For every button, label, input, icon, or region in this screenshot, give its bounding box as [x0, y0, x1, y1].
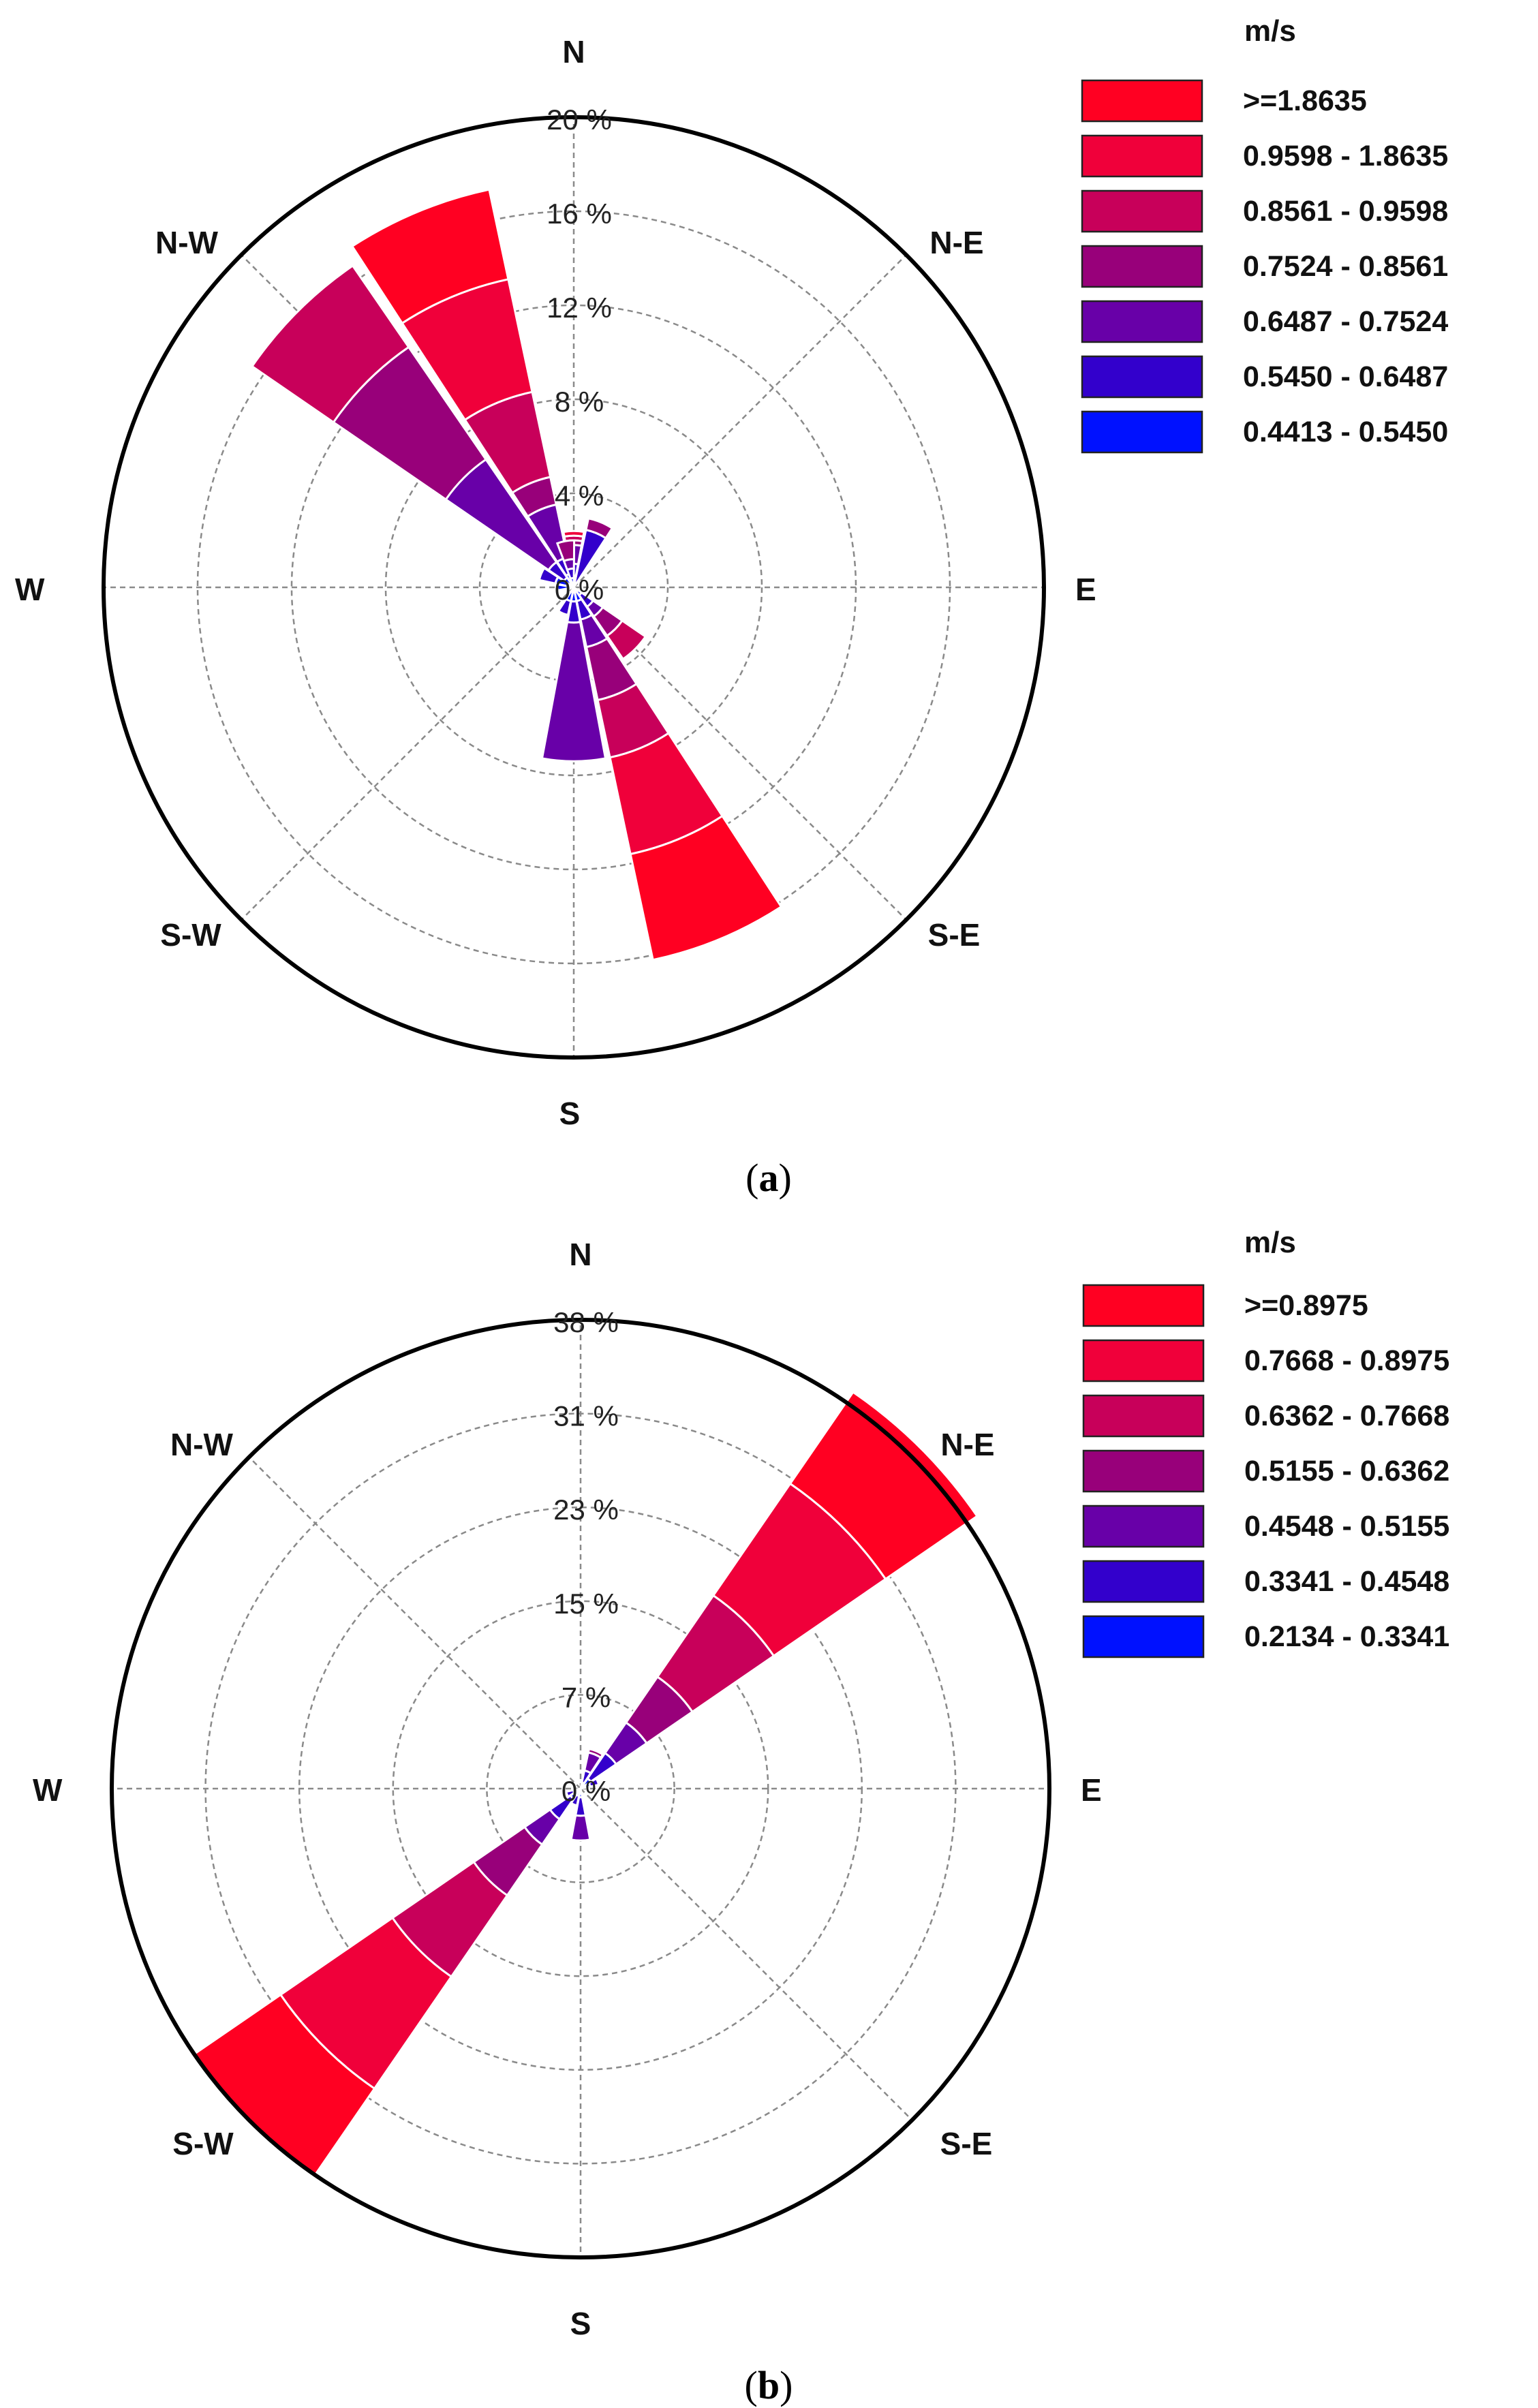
legend-swatch: [1081, 300, 1203, 343]
wedge-segment: [555, 539, 576, 563]
ring-label: 7 %: [562, 1681, 611, 1713]
legend-label: 0.7668 - 0.8975: [1244, 1344, 1449, 1377]
legend-swatch: [1081, 189, 1203, 233]
direction-labels-b: N N-E E S-E S S-W W N-W: [33, 1237, 1102, 2341]
dir-label-s: S: [559, 1096, 581, 1131]
dir-label-n: N: [562, 34, 585, 70]
wind-rose-b: 0 % 7 % 15 % 23 % 31 % 38 % N N-E E S-E S S-W…: [33, 1226, 1449, 2407]
ring-label: 0 %: [562, 1775, 611, 1807]
dir-label-e: E: [1081, 1772, 1102, 1808]
wedge-segment: [587, 1747, 604, 1759]
legend-swatch: [1082, 1394, 1205, 1438]
outer-circle-a: [102, 115, 1046, 1060]
grid-spoke: [580, 1788, 913, 2121]
dir-label-nw: N-W: [170, 1427, 234, 1462]
wedges-b: [192, 1391, 979, 2177]
ring-labels-b: 0 % 7 % 15 % 23 % 31 % 38 %: [553, 1306, 619, 1807]
legend-swatch: [1081, 245, 1203, 288]
legend-label: 0.4413 - 0.5450: [1243, 416, 1448, 448]
grid-ring: [392, 1600, 769, 1977]
wedge-segment: [250, 264, 410, 424]
grid-spoke: [573, 254, 907, 588]
legend-label: 0.4548 - 0.5155: [1244, 1510, 1449, 1543]
legend-label: 0.9598 - 1.8635: [1243, 140, 1448, 172]
wedge-segment: [564, 1789, 576, 1798]
wind-rose-a: 0 % 4 % 8 % 12 % 16 % 20 % N N-E E S-E S S-W …: [15, 14, 1448, 1200]
outer-circle-b: [110, 1318, 1051, 2259]
legend-swatch: [1082, 1615, 1205, 1658]
dir-label-se: S-E: [940, 2126, 993, 2161]
legend-label: 0.8561 - 0.9598: [1243, 195, 1448, 228]
dir-label-sw: S-W: [172, 2126, 234, 2161]
ring-label: 23 %: [553, 1494, 619, 1526]
legend-swatch: [1082, 1339, 1205, 1383]
legend-label: 0.2134 - 0.3341: [1244, 1620, 1449, 1653]
dir-label-w: W: [33, 1772, 63, 1808]
wedge-segment: [585, 517, 614, 540]
wedges-a: [250, 188, 783, 961]
direction-labels-a: N N-E E S-E S S-W W N-W: [15, 34, 1096, 1131]
panel-caption-b: (b): [745, 2363, 793, 2407]
dir-label-n: N: [569, 1237, 591, 1272]
legend-label: 0.5450 - 0.6487: [1243, 360, 1448, 393]
legend-swatch: [1082, 1284, 1205, 1327]
legend-swatch: [1082, 1560, 1205, 1603]
dir-label-s: S: [570, 2306, 591, 2341]
grid-spoke: [241, 587, 574, 921]
dir-label-ne: N-E: [940, 1427, 994, 1462]
dir-label-sw: S-W: [160, 917, 221, 953]
ring-label: 12 %: [547, 292, 612, 324]
wedge-segment: [540, 621, 607, 762]
legend-swatch: [1081, 79, 1203, 123]
legend-swatch: [1081, 134, 1203, 178]
dir-label-nw: N-W: [155, 225, 219, 260]
ring-label: 16 %: [547, 198, 612, 230]
wedge-segment: [605, 619, 647, 661]
dir-label-se: S-E: [928, 917, 981, 953]
grid-spoke: [248, 1456, 581, 1789]
ring-label: 20 %: [547, 104, 612, 136]
ring-label: 4 %: [555, 480, 604, 512]
ring-label: 8 %: [555, 386, 604, 418]
legend-label: 0.5155 - 0.6362: [1244, 1455, 1449, 1487]
dir-label-e: E: [1075, 572, 1096, 607]
legend-swatch: [1082, 1449, 1205, 1493]
wedge-segment: [562, 529, 585, 538]
ring-label: 15 %: [553, 1588, 619, 1620]
legend-units-a: m/s: [1244, 14, 1296, 48]
legend-units-b: m/s: [1244, 1226, 1296, 1259]
ring-label: 0 %: [555, 574, 604, 606]
grid-ring: [486, 1694, 675, 1883]
panel-letter-a: a: [759, 1156, 779, 1200]
panel-caption-a: (a): [745, 1156, 792, 1200]
legend-swatch: [1081, 355, 1203, 399]
legend-b: m/s >=0.8975 0.7668 - 0.8975 0.6362 - 0.76…: [1082, 1226, 1449, 1658]
ring-label: 31 %: [553, 1400, 619, 1432]
legend-label: >=0.8975: [1244, 1289, 1368, 1322]
legend-label: 0.3341 - 0.4548: [1244, 1565, 1449, 1598]
wedge-segment: [557, 598, 572, 617]
wedge-segment: [570, 1814, 591, 1842]
ring-labels-a: 0 % 4 % 8 % 12 % 16 % 20 %: [547, 104, 612, 606]
panel-letter-b: b: [758, 2363, 780, 2407]
legend-label: 0.7524 - 0.8561: [1243, 250, 1448, 283]
legend-swatch: [1081, 410, 1203, 454]
wedge-segment: [629, 814, 783, 961]
ring-label: 38 %: [553, 1306, 619, 1338]
wedge-segment: [587, 1777, 600, 1788]
wedge-segment: [350, 188, 510, 325]
legend-swatch: [1082, 1504, 1205, 1548]
legend-label: 0.6487 - 0.7524: [1243, 305, 1448, 338]
dir-label-w: W: [15, 572, 45, 607]
grid-ring: [384, 398, 763, 777]
wedge-segment: [788, 1391, 979, 1581]
legend-a: m/s >=1.8635 0.9598 - 1.8635 0.8561 - 0.95…: [1081, 14, 1448, 454]
legend-label: >=1.8635: [1243, 84, 1367, 117]
legend-label: 0.6362 - 0.7668: [1244, 1400, 1449, 1432]
dir-label-ne: N-E: [929, 225, 983, 260]
